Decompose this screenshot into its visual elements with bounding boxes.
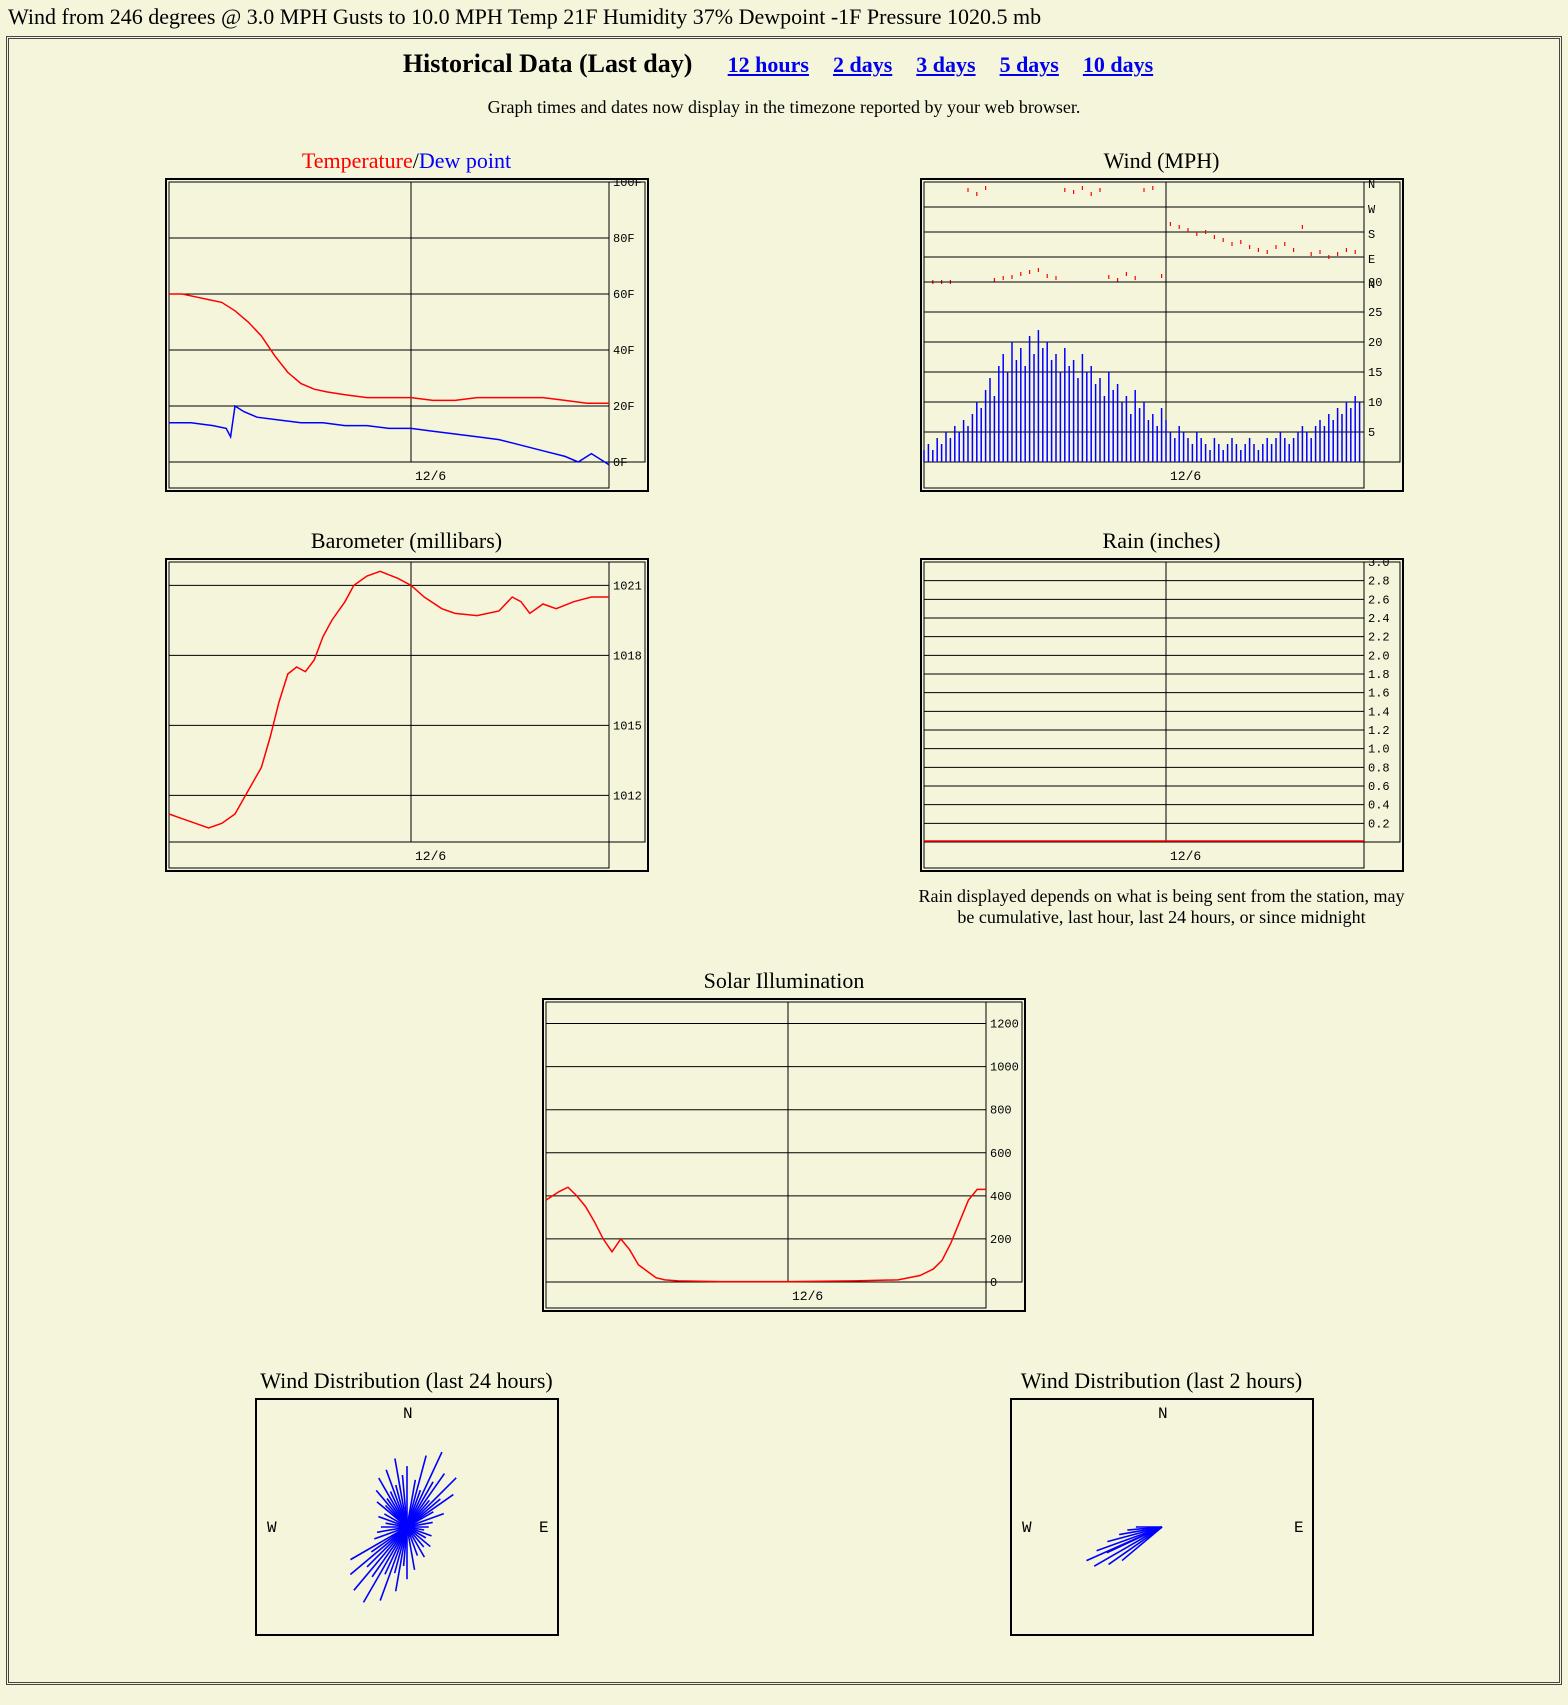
svg-text:2.2: 2.2	[1368, 631, 1390, 645]
svg-text:0.2: 0.2	[1368, 817, 1390, 831]
svg-text:12/6: 12/6	[415, 849, 446, 864]
status-bar: Wind from 246 degrees @ 3.0 MPH Gusts to…	[0, 0, 1568, 34]
range-link-3-days[interactable]: 3 days	[916, 52, 975, 77]
wind-title: Wind (MPH)	[920, 148, 1404, 174]
svg-text:0.6: 0.6	[1368, 780, 1390, 794]
svg-text:N: N	[1158, 1405, 1168, 1423]
svg-text:20: 20	[1368, 336, 1382, 350]
svg-text:0F: 0F	[613, 456, 627, 470]
svg-text:3.0: 3.0	[1368, 560, 1390, 570]
svg-text:1015: 1015	[613, 719, 642, 733]
svg-text:1000: 1000	[990, 1061, 1019, 1075]
chart-solar: Solar Illumination 0 200 400 600 800 1000 1200…	[542, 968, 1026, 1318]
svg-text:1.2: 1.2	[1368, 724, 1390, 738]
svg-text:12/6: 12/6	[792, 1289, 823, 1304]
chart-rain: Rain (inches) 0.2 0.4 0.6 0.8 1.0 1.2 1.4 1.6 1.…	[894, 528, 1429, 928]
svg-text:N: N	[403, 1405, 413, 1423]
svg-text:W: W	[1022, 1519, 1032, 1537]
svg-text:1012: 1012	[613, 789, 642, 803]
svg-text:25: 25	[1368, 306, 1382, 320]
chart-wind-dist-24h: Wind Distribution (last 24 hours) N W E	[255, 1368, 559, 1642]
svg-text:W: W	[1368, 203, 1376, 217]
svg-text:2.8: 2.8	[1368, 575, 1390, 589]
dist2-title: Wind Distribution (last 2 hours)	[1010, 1368, 1314, 1394]
svg-text:1.6: 1.6	[1368, 687, 1390, 701]
svg-text:12/6: 12/6	[1170, 849, 1201, 864]
svg-text:S: S	[1368, 228, 1375, 242]
svg-text:30: 30	[1368, 276, 1382, 290]
svg-text:W: W	[267, 1519, 277, 1537]
svg-text:2.6: 2.6	[1368, 593, 1390, 607]
svg-text:2.0: 2.0	[1368, 649, 1390, 663]
svg-text:1.0: 1.0	[1368, 743, 1390, 757]
svg-text:1200: 1200	[990, 1018, 1019, 1032]
svg-text:5: 5	[1368, 426, 1375, 440]
svg-text:0: 0	[990, 1276, 997, 1290]
status-text: Wind from 246 degrees @ 3.0 MPH Gusts to…	[8, 4, 1041, 29]
main-frame: Historical Data (Last day) 12 hours 2 day…	[6, 36, 1562, 1685]
page-title: Historical Data (Last day)	[403, 49, 693, 78]
svg-text:E: E	[1294, 1519, 1304, 1537]
svg-text:12/6: 12/6	[415, 469, 446, 484]
svg-text:2.4: 2.4	[1368, 612, 1390, 626]
svg-text:0.8: 0.8	[1368, 761, 1390, 775]
svg-text:15: 15	[1368, 366, 1382, 380]
svg-text:60F: 60F	[613, 288, 635, 302]
svg-text:600: 600	[990, 1147, 1012, 1161]
chart-wind-dist-2h: Wind Distribution (last 2 hours) N W E	[1010, 1368, 1314, 1642]
range-link-12-hours[interactable]: 12 hours	[728, 52, 809, 77]
svg-text:12/6: 12/6	[1170, 469, 1201, 484]
range-link-10-days[interactable]: 10 days	[1083, 52, 1153, 77]
svg-text:400: 400	[990, 1190, 1012, 1204]
rain-note: Rain displayed depends on what is being …	[894, 886, 1429, 928]
range-link-2-days[interactable]: 2 days	[833, 52, 892, 77]
svg-text:N: N	[1368, 180, 1375, 192]
chart-wind: Wind (MPH) NWSEN5101520253012/6	[920, 148, 1404, 498]
svg-text:1021: 1021	[613, 579, 642, 593]
svg-text:80F: 80F	[613, 232, 635, 246]
chart-temperature: Temperature/Dew point 0F20F40F60F80F100F…	[165, 148, 649, 498]
svg-text:1018: 1018	[613, 649, 642, 663]
svg-text:10: 10	[1368, 396, 1382, 410]
svg-text:20F: 20F	[613, 400, 635, 414]
temp-label-blue: Dew point	[419, 148, 511, 173]
svg-text:1.8: 1.8	[1368, 668, 1390, 682]
dist24-title: Wind Distribution (last 24 hours)	[255, 1368, 559, 1394]
svg-text:E: E	[1368, 253, 1375, 267]
baro-title: Barometer (millibars)	[165, 528, 649, 554]
svg-text:200: 200	[990, 1233, 1012, 1247]
chart-barometer: Barometer (millibars) 1012 1015 1018 1021 12…	[165, 528, 649, 928]
svg-text:100F: 100F	[613, 180, 642, 190]
timezone-note: Graph times and dates now display in the…	[19, 97, 1549, 118]
svg-text:800: 800	[990, 1104, 1012, 1118]
svg-text:1.4: 1.4	[1368, 705, 1390, 719]
solar-title: Solar Illumination	[542, 968, 1026, 994]
rain-title: Rain (inches)	[894, 528, 1429, 554]
temp-label-red: Temperature	[302, 148, 413, 173]
svg-text:0.4: 0.4	[1368, 799, 1390, 813]
header-row: Historical Data (Last day) 12 hours 2 day…	[19, 49, 1549, 79]
range-link-5-days[interactable]: 5 days	[1000, 52, 1059, 77]
svg-text:E: E	[539, 1519, 549, 1537]
svg-text:40F: 40F	[613, 344, 635, 358]
